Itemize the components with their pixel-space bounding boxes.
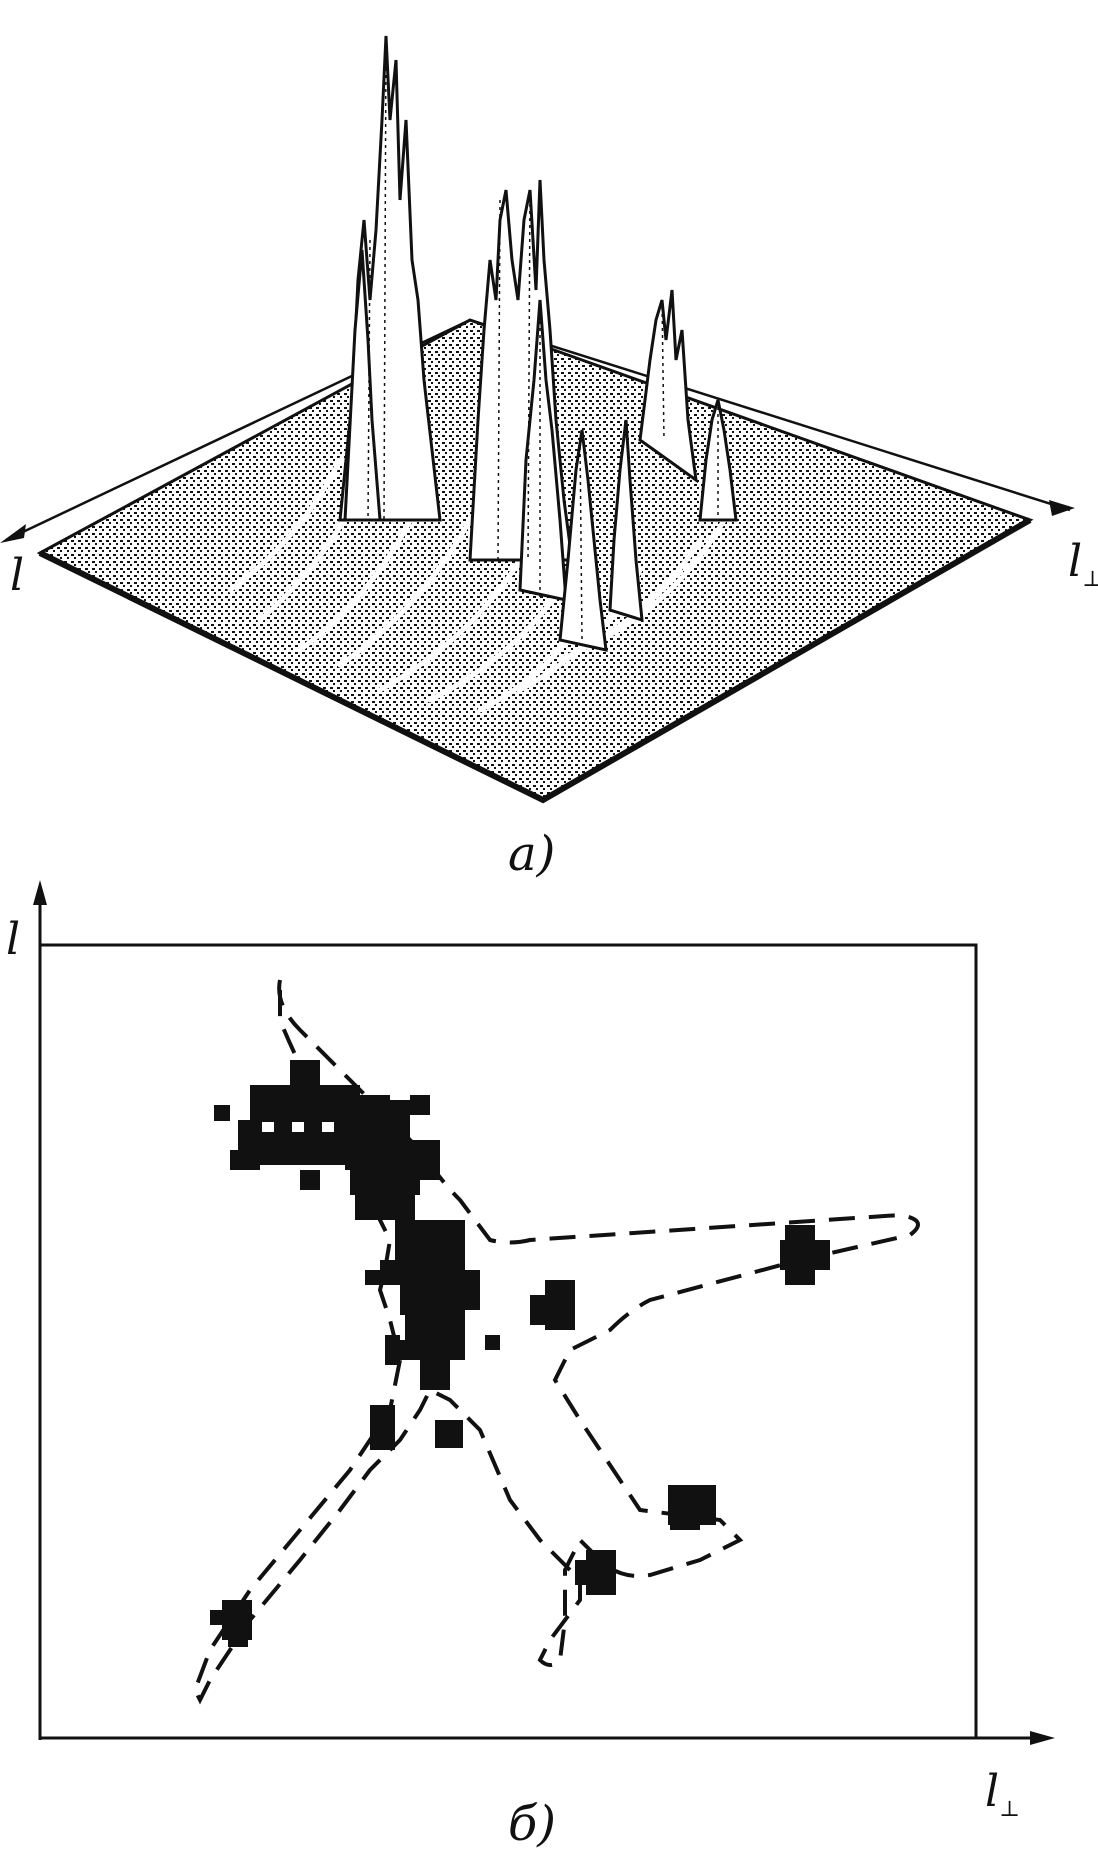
peak-cluster-3 — [558, 429, 608, 652]
axis-lperp-text-a: l — [1068, 536, 1083, 587]
axis-lperp-sub-a: ⊥ — [1082, 566, 1098, 592]
peak-cluster-6 — [698, 399, 738, 522]
caption-b: б) — [508, 1800, 556, 1848]
arrowhead-left-icon — [0, 524, 26, 543]
surface-front-edge — [38, 517, 1032, 804]
caption-a: а) — [508, 830, 555, 878]
surface-peak-texture — [367, 39, 719, 641]
arrowhead-right-icon — [1049, 500, 1075, 516]
caption-a-text: а) — [508, 826, 556, 882]
peak-cluster-4 — [608, 419, 644, 623]
axis-l-text-b: l — [6, 914, 21, 965]
peak-cluster-5 — [638, 289, 698, 484]
axis-l-label-b: l — [6, 918, 20, 962]
caption-b-text: б) — [508, 1796, 557, 1852]
axis-l-label-a: l — [10, 554, 24, 598]
axis-lperp-arrow-a — [469, 318, 1071, 512]
axis-l-text-a: l — [10, 550, 25, 601]
axis-lperp-label-b: l⊥ — [985, 1770, 1020, 1821]
surface-peaks — [338, 35, 738, 652]
axis-lperp-sub-b: ⊥ — [999, 1796, 1020, 1822]
peak-cluster-1b — [343, 249, 382, 522]
axis-lperp-text-b: l — [985, 1766, 1000, 1817]
axis-lperp-label-a: l⊥ — [1068, 540, 1098, 591]
peak-cluster-2b — [518, 299, 568, 602]
